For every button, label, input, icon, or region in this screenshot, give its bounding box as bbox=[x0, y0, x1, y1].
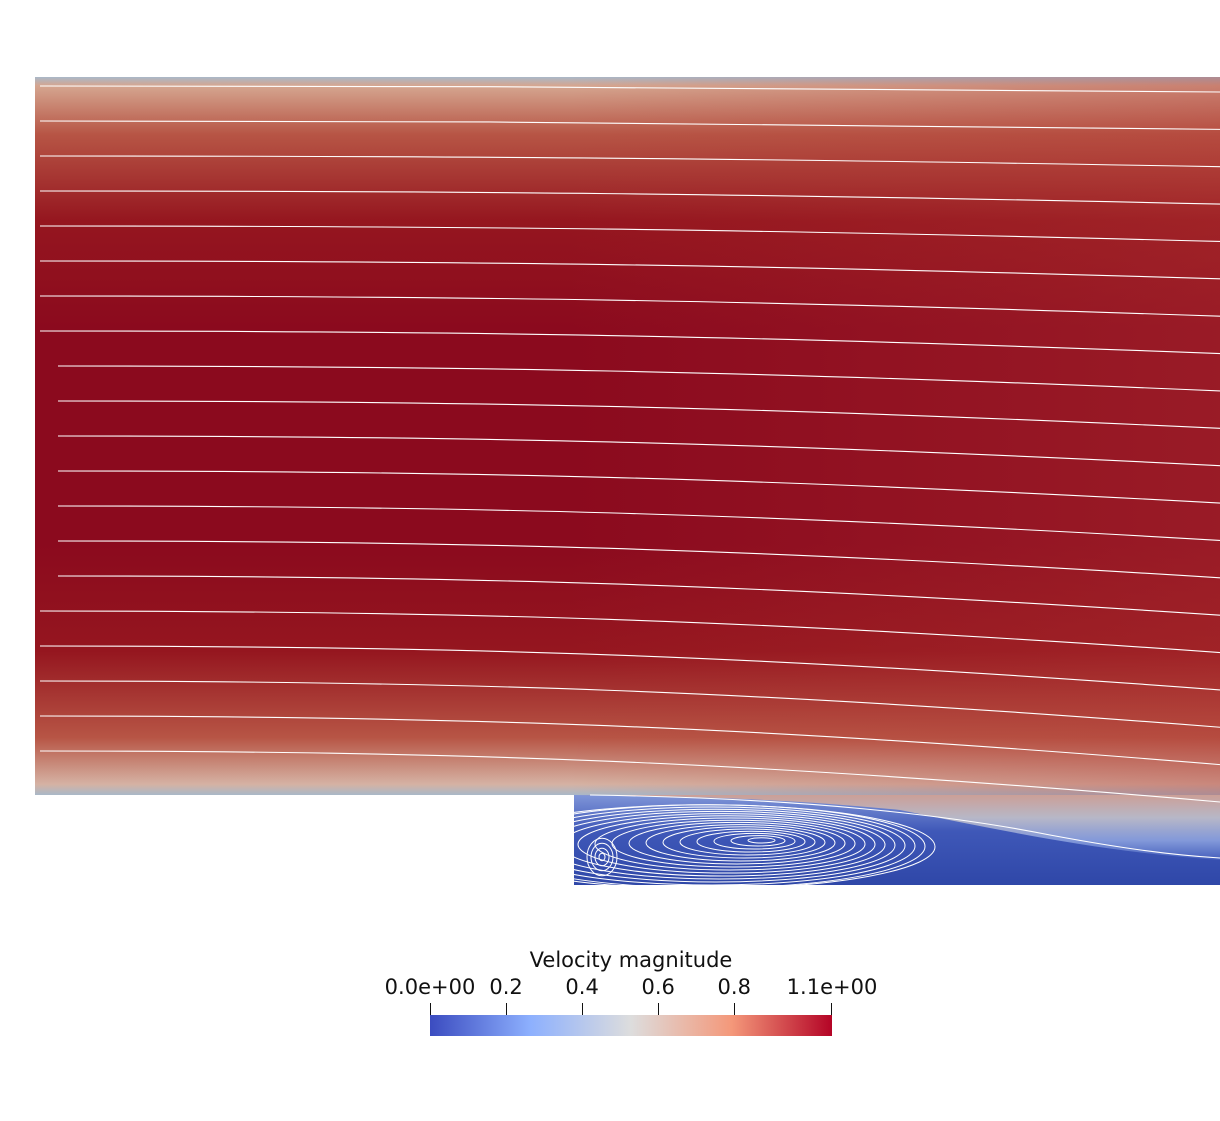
streamline bbox=[57, 505, 1220, 541]
streamline bbox=[39, 645, 1220, 691]
colorbar-tick-label: 0.2 bbox=[489, 975, 523, 999]
corner-vortex-loop bbox=[598, 852, 606, 862]
streamline bbox=[57, 470, 1220, 504]
colorbar-tick-label: 0.0e+00 bbox=[384, 975, 476, 999]
streamline bbox=[57, 575, 1220, 616]
streamline bbox=[39, 680, 1220, 728]
vortex-loop bbox=[475, 804, 936, 890]
streamline bbox=[39, 750, 1220, 803]
streamline bbox=[57, 365, 1220, 392]
streamline bbox=[57, 435, 1220, 467]
vortex-loop bbox=[662, 826, 826, 859]
vortex-loop bbox=[526, 808, 906, 883]
vortex-loop bbox=[730, 835, 786, 847]
colorbar-tick-mark bbox=[734, 1003, 736, 1020]
streamline bbox=[39, 85, 1220, 93]
recirculation-vortex bbox=[475, 804, 936, 890]
streamline bbox=[57, 400, 1220, 429]
vortex-loop bbox=[713, 832, 796, 850]
streamline bbox=[39, 330, 1220, 355]
vortex-loop bbox=[696, 830, 806, 853]
legend-title: Velocity magnitude bbox=[529, 948, 733, 972]
colorbar-tick-label: 0.4 bbox=[565, 975, 599, 999]
colorbar-tick-mark bbox=[430, 1003, 431, 1020]
corner-vortex-loop bbox=[590, 842, 614, 872]
shear-layer bbox=[574, 795, 1220, 860]
vortex-loop bbox=[594, 817, 866, 871]
vortex-loop bbox=[560, 813, 886, 877]
streamline bbox=[39, 155, 1220, 168]
streamline bbox=[39, 715, 1220, 766]
streamline bbox=[39, 190, 1220, 205]
corner-vortex-loop bbox=[586, 837, 618, 877]
vortex-loop bbox=[543, 810, 896, 880]
vortex-loop bbox=[577, 815, 876, 874]
streamline bbox=[589, 794, 1220, 859]
colorbar-tick-label: 1.1e+00 bbox=[786, 975, 878, 999]
corner-vortex-loop bbox=[594, 847, 610, 867]
vortex-loop bbox=[747, 837, 776, 844]
streamline bbox=[39, 610, 1220, 654]
colorbar-tick-mark bbox=[831, 1003, 832, 1020]
vortex-loop bbox=[509, 806, 916, 886]
colorbar-tick-mark bbox=[506, 1003, 508, 1020]
vortex-loop bbox=[628, 821, 846, 865]
streamline bbox=[39, 225, 1220, 243]
colorbar-tick-mark bbox=[582, 1003, 584, 1020]
colorbar bbox=[430, 1015, 832, 1036]
streamline bbox=[39, 295, 1220, 317]
colorbar-tick-label: 0.8 bbox=[717, 975, 751, 999]
colorbar-tick-mark bbox=[658, 1003, 660, 1020]
vortex-loop bbox=[645, 824, 836, 862]
streamline bbox=[39, 260, 1220, 280]
vortex-loop bbox=[679, 828, 816, 856]
streamline bbox=[57, 540, 1220, 579]
colorbar-tick-label: 0.6 bbox=[641, 975, 675, 999]
